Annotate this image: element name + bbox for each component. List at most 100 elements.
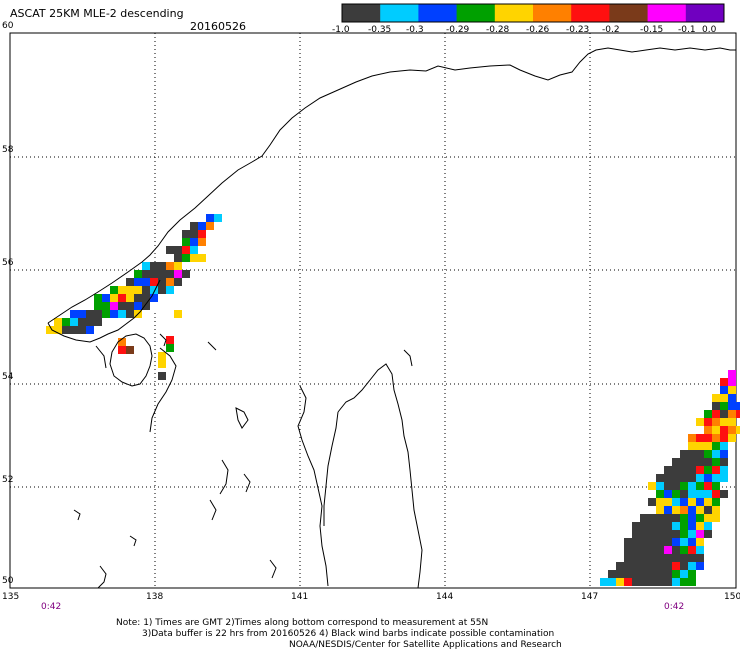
data-pixel (712, 490, 720, 498)
colorbar-swatch (609, 4, 649, 22)
data-pixel (704, 530, 712, 538)
data-pixel (672, 578, 680, 586)
chart-date: 20160526 (190, 20, 246, 33)
data-pixel (704, 474, 712, 482)
colorbar-swatch (494, 4, 534, 22)
data-pixel (664, 522, 672, 530)
data-pixel (712, 458, 720, 466)
data-pixel (680, 530, 688, 538)
data-pixel (656, 554, 664, 562)
data-pixel (70, 318, 78, 326)
data-pixel (688, 498, 696, 506)
data-pixel (624, 538, 632, 546)
chart-title: ASCAT 25KM MLE-2 descending (10, 7, 184, 20)
data-pixel (664, 466, 672, 474)
colorbar-swatch (342, 4, 381, 22)
data-pixel (632, 522, 640, 530)
data-pixel (632, 538, 640, 546)
data-pixel (182, 238, 190, 246)
data-pixel (94, 318, 102, 326)
data-pixel (648, 570, 656, 578)
data-pixel (150, 302, 158, 310)
data-pixel (720, 450, 728, 458)
data-pixel (712, 402, 720, 410)
data-pixel (166, 246, 174, 254)
data-pixel (680, 522, 688, 530)
data-pixel (648, 554, 656, 562)
data-pixel (688, 442, 696, 450)
data-pixel (720, 442, 728, 450)
data-pixel (166, 278, 174, 286)
data-pixel (134, 286, 142, 294)
data-pixel (688, 450, 696, 458)
longitude-label: 150 (724, 592, 740, 602)
data-pixel (696, 530, 704, 538)
data-pixel (624, 562, 632, 570)
data-pixel (672, 474, 680, 482)
longitude-label: 141 (291, 592, 309, 602)
data-pixel (150, 278, 158, 286)
data-pixel (688, 458, 696, 466)
data-pixel (150, 294, 158, 302)
data-pixel (696, 490, 704, 498)
data-pixel (150, 286, 158, 294)
data-pixel (70, 326, 78, 334)
data-pixel (656, 474, 664, 482)
data-pixel (158, 278, 166, 286)
data-pixel (648, 522, 656, 530)
data-pixel (640, 538, 648, 546)
data-pixel (206, 214, 214, 222)
data-pixel (688, 554, 696, 562)
data-pixel (712, 482, 720, 490)
data-pixel (110, 286, 118, 294)
data-pixel (672, 538, 680, 546)
latitude-label: 58 (2, 145, 14, 155)
colorbar (341, 3, 725, 23)
data-pixel (118, 346, 126, 354)
data-pixel (198, 230, 206, 238)
note-line-3: NOAA/NESDIS/Center for Satellite Applica… (289, 640, 562, 650)
data-pixel (656, 498, 664, 506)
data-pixel (728, 394, 736, 402)
colorbar-swatch (571, 4, 610, 22)
data-pixel (728, 378, 736, 386)
colorbar-swatch (380, 4, 419, 22)
data-pixel (648, 498, 656, 506)
data-pixel (616, 570, 624, 578)
data-pixel (102, 294, 110, 302)
data-pixel (688, 530, 696, 538)
data-pixel (688, 482, 696, 490)
data-pixel (672, 570, 680, 578)
data-pixel (158, 360, 166, 368)
colorbar-swatch (685, 4, 725, 22)
data-pixel (656, 506, 664, 514)
colorbar-tick-label: -0.2 (602, 25, 620, 35)
data-pixel (182, 246, 190, 254)
data-pixel (680, 506, 688, 514)
data-pixel (182, 254, 190, 262)
colorbar-tick-label: 0.0 (702, 25, 717, 35)
data-pixel (664, 570, 672, 578)
data-pixel (166, 344, 174, 352)
colorbar-swatch (533, 4, 572, 22)
data-pixel (664, 578, 672, 586)
data-pixel (632, 562, 640, 570)
data-pixel (174, 262, 182, 270)
data-pixel (696, 466, 704, 474)
data-pixel (704, 426, 712, 434)
data-pixel (672, 546, 680, 554)
data-pixel (110, 294, 118, 302)
data-pixel (704, 490, 712, 498)
data-pixel (664, 514, 672, 522)
colorbar-swatch (647, 4, 687, 22)
data-pixel (608, 578, 616, 586)
data-pixel (656, 570, 664, 578)
data-pixel (720, 490, 728, 498)
data-pixel (680, 450, 688, 458)
colorbar-tick-label: -0.15 (640, 25, 664, 35)
data-pixel (632, 578, 640, 586)
data-pixel (672, 466, 680, 474)
map-frame (9, 32, 737, 589)
data-pixel (158, 372, 166, 380)
data-pixel (720, 418, 728, 426)
